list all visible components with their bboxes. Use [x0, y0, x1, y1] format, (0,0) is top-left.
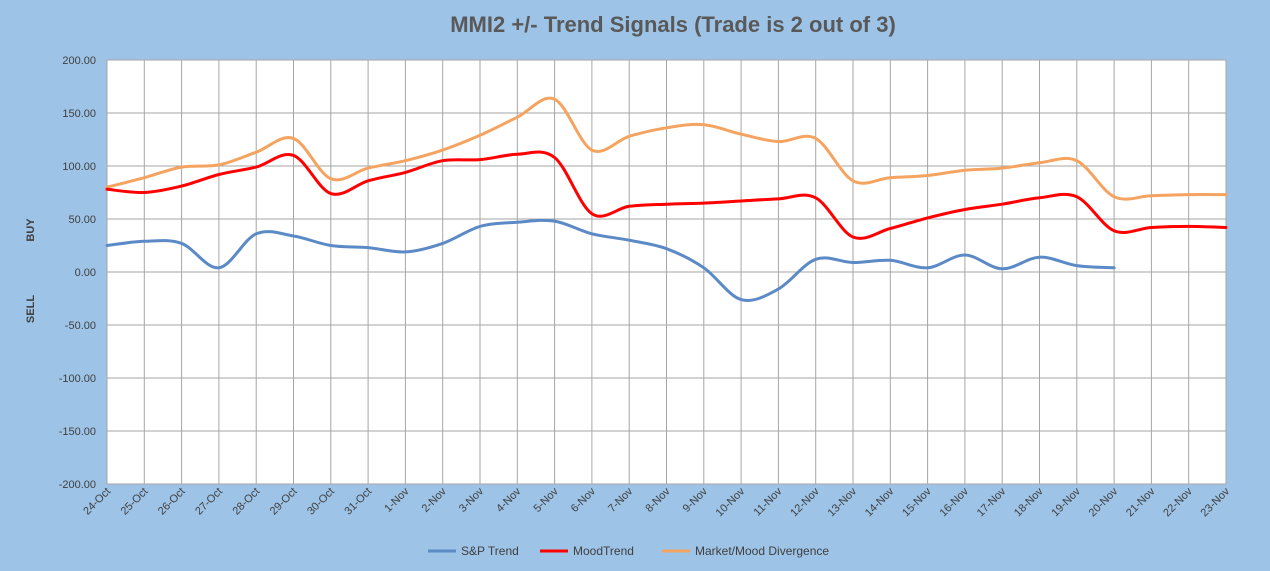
y-tick-label: -50.00 [65, 320, 96, 332]
y-tick-label: 150.00 [62, 108, 96, 120]
y-axis: 200.00 150.00 100.00 50.00 0.00 -50.00 -100.00… [59, 55, 96, 491]
x-tick-label: 7-Nov [606, 485, 636, 515]
legend-label-s-p-trend: S&P Trend [461, 544, 519, 558]
x-tick-label: 5-Nov [531, 485, 561, 515]
x-tick-label: 20-Nov [1087, 485, 1121, 519]
y-tick-label: 200.00 [62, 55, 96, 67]
y-tick-label: -100.00 [59, 373, 96, 385]
x-tick-label: 30-Oct [305, 486, 337, 518]
legend-label-market-mood-divergence: Market/Mood Divergence [695, 544, 829, 558]
x-tick-label: 2-Nov [420, 485, 450, 515]
x-tick-label: 23-Nov [1199, 485, 1233, 519]
x-tick-label: 11-Nov [752, 485, 785, 518]
x-axis: 24-Oct 25-Oct 26-Oct 27-Oct 28-Oct 29-Oct 30-O… [81, 485, 1232, 519]
buy-label: BUY [25, 218, 37, 242]
x-tick-label: 12-Nov [788, 485, 822, 519]
legend: S&P Trend MoodTrend Market/Mood Divergence [428, 544, 829, 558]
x-tick-label: 26-Oct [156, 486, 188, 518]
x-tick-label: 18-Nov [1012, 485, 1046, 519]
x-tick-label: 22-Nov [1161, 485, 1195, 519]
x-tick-label: 25-Oct [119, 486, 151, 518]
grid [106, 59, 1227, 485]
sell-label: SELL [25, 295, 37, 323]
y-tick-label: 100.00 [62, 161, 96, 173]
series-line-market-mood-divergence [105, 96, 1228, 201]
x-tick-label: 19-Nov [1049, 485, 1083, 519]
x-tick-label: 4-Nov [494, 485, 524, 515]
x-tick-label: 17-Nov [975, 485, 1009, 519]
x-tick-label: 9-Nov [681, 485, 711, 515]
series-line-s-p-trend [105, 218, 1116, 302]
x-tick-label: 14-Nov [863, 485, 897, 519]
x-tick-label: 15-Nov [900, 485, 934, 519]
y-tick-label: 50.00 [68, 214, 96, 226]
x-tick-label: 28-Oct [230, 486, 262, 518]
x-tick-label: 29-Oct [268, 486, 300, 518]
x-tick-label: 10-Nov [714, 485, 748, 519]
x-tick-label: 31-Oct [342, 486, 374, 518]
y-tick-label: -200.00 [59, 479, 96, 491]
x-tick-label: 6-Nov [569, 485, 599, 515]
x-tick-label: 3-Nov [457, 485, 487, 515]
x-tick-label: 16-Nov [937, 485, 971, 519]
series-lines [105, 96, 1228, 302]
chart-title: MMI2 +/- Trend Signals (Trade is 2 out o… [450, 12, 896, 37]
x-tick-label: 1-Nov [382, 485, 412, 515]
x-tick-label: 27-Oct [193, 486, 225, 518]
legend-label-moodtrend: MoodTrend [573, 544, 634, 558]
x-tick-label: 13-Nov [826, 485, 860, 519]
y-tick-label: -150.00 [59, 426, 96, 438]
x-tick-label: 21-Nov [1124, 485, 1158, 519]
x-tick-label: 8-Nov [643, 485, 673, 515]
series-line-moodtrend [105, 150, 1228, 240]
y-tick-label: 0.00 [75, 267, 96, 279]
